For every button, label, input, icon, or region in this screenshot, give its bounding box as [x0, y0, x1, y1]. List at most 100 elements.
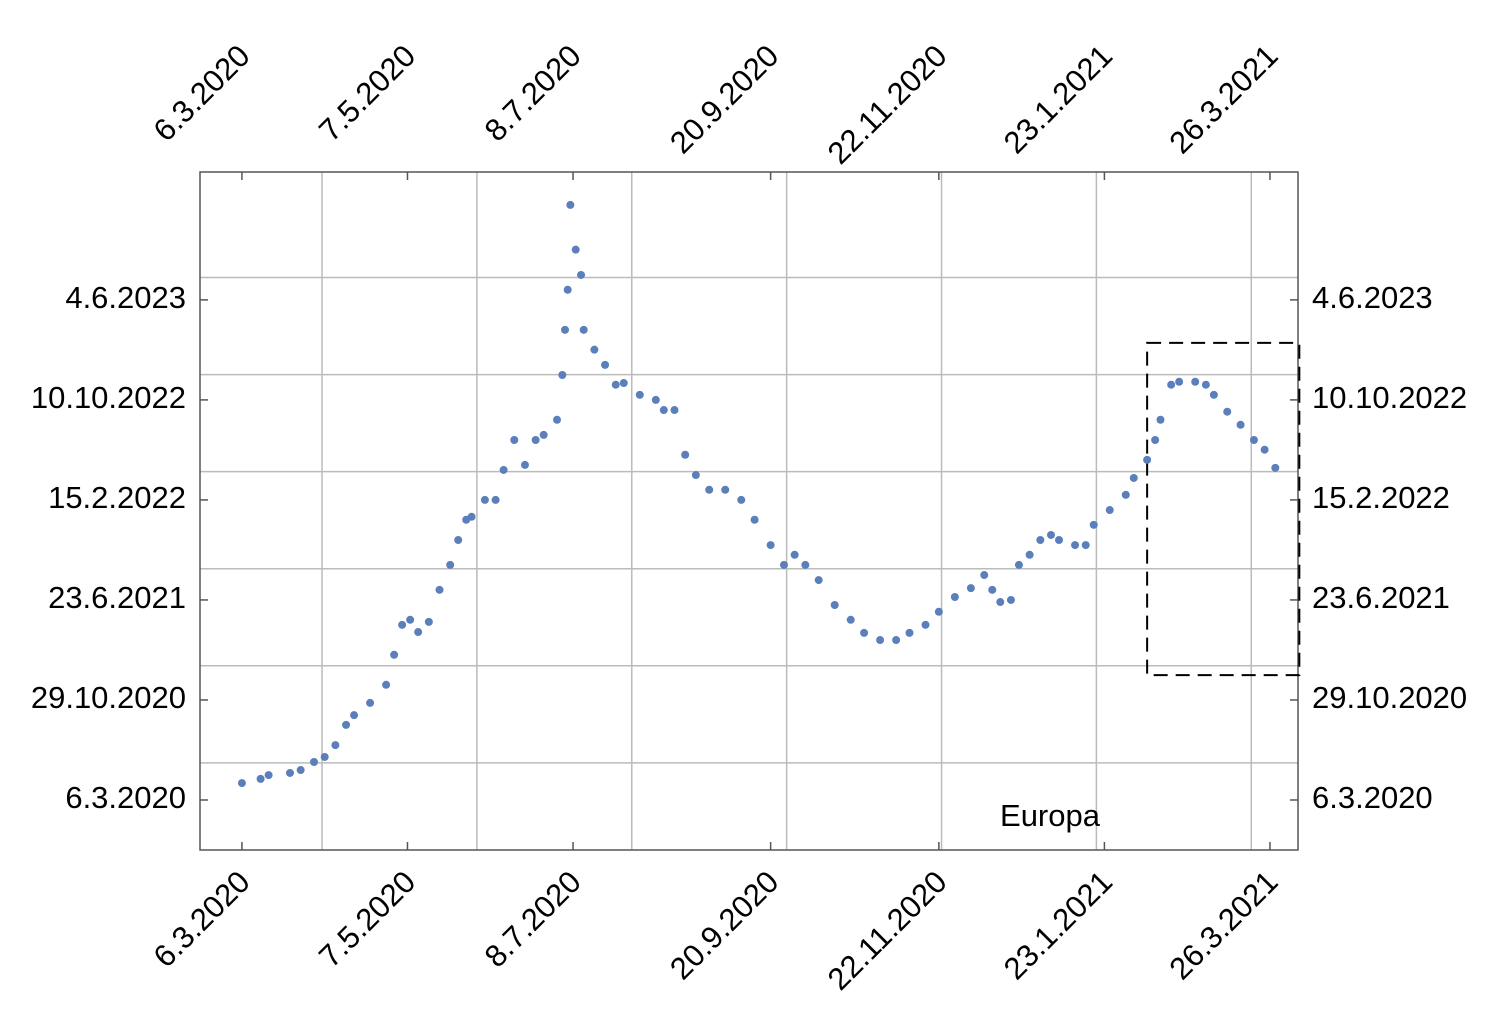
y-tick-label: 6.3.2020: [65, 780, 186, 815]
point: [320, 752, 329, 761]
point: [1014, 560, 1023, 569]
point: [577, 270, 586, 279]
x-tick-label: 7.5.2020: [312, 38, 422, 148]
point: [996, 598, 1005, 607]
x-tick-label: 26.3.2021: [1162, 38, 1284, 160]
point: [1209, 390, 1218, 399]
point: [590, 345, 599, 354]
x-tick-label: 20.9.2020: [663, 38, 785, 160]
point: [480, 495, 489, 504]
y-tick-label: 4.6.2023: [65, 280, 186, 315]
point: [579, 325, 588, 334]
point: [846, 615, 855, 624]
point: [1175, 377, 1184, 386]
point: [1271, 463, 1280, 472]
y-tick-label: 15.2.2022: [1312, 480, 1450, 515]
point: [520, 460, 529, 469]
x-tick-label: 6.3.2020: [147, 864, 257, 974]
point: [237, 779, 246, 788]
point: [830, 601, 839, 610]
point: [921, 620, 930, 629]
point: [1201, 380, 1210, 389]
point: [1143, 455, 1152, 464]
point: [390, 650, 399, 659]
point: [1151, 435, 1160, 444]
point: [331, 741, 340, 750]
point: [860, 628, 869, 637]
point: [737, 495, 746, 504]
point: [296, 766, 305, 775]
point: [779, 560, 788, 569]
point: [1081, 541, 1090, 550]
point: [601, 360, 610, 369]
point: [1249, 435, 1258, 444]
point: [566, 200, 575, 209]
y-tick-label: 29.10.2020: [1312, 680, 1467, 715]
point: [454, 536, 463, 545]
point: [980, 571, 989, 580]
point: [1223, 407, 1232, 416]
point: [1047, 530, 1056, 539]
point: [801, 560, 810, 569]
point: [1129, 473, 1138, 482]
point: [571, 245, 580, 254]
point: [1167, 380, 1176, 389]
point: [467, 512, 476, 521]
point: [814, 576, 823, 585]
point: [435, 585, 444, 594]
x-tick-label: 7.5.2020: [312, 864, 422, 974]
y-tick-label: 10.10.2022: [1312, 380, 1467, 415]
point: [256, 774, 265, 783]
point: [1191, 377, 1200, 386]
point: [1156, 415, 1165, 424]
x-tick-label: 26.3.2021: [1162, 864, 1284, 986]
point: [670, 406, 679, 415]
point: [1036, 536, 1045, 545]
point: [1055, 536, 1064, 545]
point: [1105, 506, 1114, 515]
point: [988, 585, 997, 594]
point: [491, 495, 500, 504]
point: [1121, 490, 1130, 499]
x-tick-label: 23.1.2021: [997, 864, 1119, 986]
point: [499, 465, 508, 474]
x-tick-label: 6.3.2020: [147, 38, 257, 148]
y-tick-label: 29.10.2020: [31, 680, 186, 715]
x-tick-label: 20.9.2020: [663, 864, 785, 986]
point: [558, 370, 567, 379]
point: [966, 584, 975, 593]
point: [766, 541, 775, 550]
point: [398, 620, 407, 629]
highlight-box: [1146, 341, 1301, 677]
point: [1025, 550, 1034, 559]
point: [264, 771, 273, 780]
point: [659, 406, 668, 415]
point: [905, 628, 914, 637]
point: [446, 560, 455, 569]
point: [1260, 445, 1269, 454]
point: [681, 450, 690, 459]
y-tick-label: 6.3.2020: [1312, 780, 1433, 815]
y-tick-label: 15.2.2022: [48, 480, 186, 515]
point: [750, 515, 759, 524]
annotation: Europa: [1000, 798, 1101, 833]
x-tick-label: 8.7.2020: [478, 38, 588, 148]
x-tick-label: 22.11.2020: [821, 864, 954, 997]
x-tick-label: 23.1.2021: [997, 38, 1119, 160]
point: [553, 415, 562, 424]
point: [705, 485, 714, 494]
point: [366, 698, 375, 707]
point: [934, 607, 943, 616]
point: [790, 550, 799, 559]
x-tick-label: 8.7.2020: [478, 864, 588, 974]
point: [950, 592, 959, 601]
point: [310, 758, 319, 767]
point: [510, 435, 519, 444]
point: [531, 435, 540, 444]
point: [611, 380, 620, 389]
point: [561, 325, 570, 334]
point: [406, 615, 415, 624]
point: [1089, 520, 1098, 529]
